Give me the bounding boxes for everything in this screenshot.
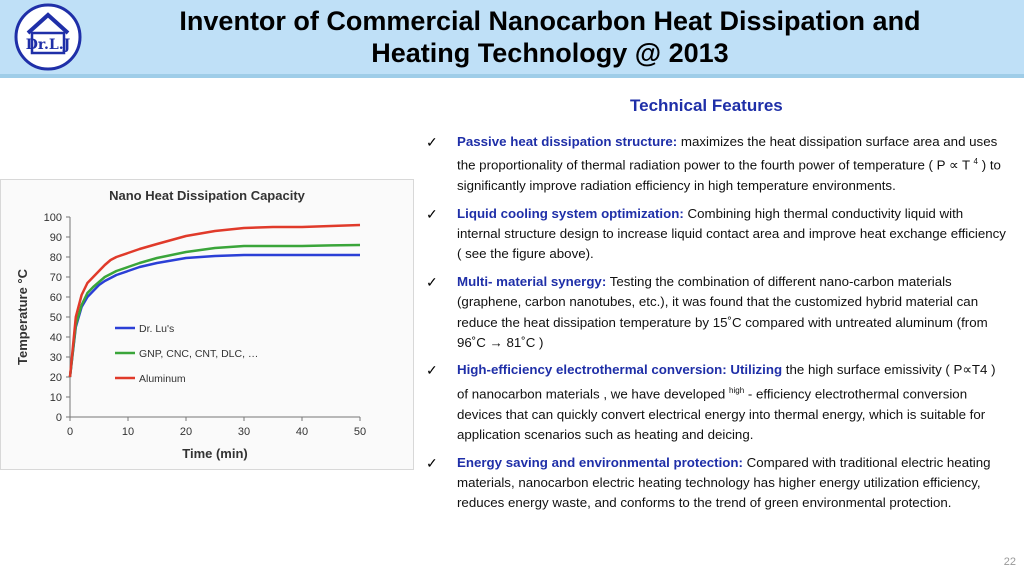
x-tick-label: 30 (238, 426, 250, 438)
features-title: Technical Features (630, 96, 783, 115)
feature-heading: Passive heat dissipation structure: (457, 134, 678, 149)
legend-label-2: Aluminum (139, 373, 186, 385)
series-line-1 (68, 243, 361, 378)
features-list: ✓ Passive heat dissipation structure: ma… (426, 132, 1006, 521)
feature-heading: Energy saving and environmental protecti… (457, 454, 743, 470)
header-bar (0, 0, 1024, 74)
x-tick-label: 0 (67, 426, 73, 438)
legend-label-0: Dr. Lu's (139, 323, 174, 335)
title-line-2: Heating Technology @ 2013 (371, 38, 729, 68)
y-tick-label: 60 (50, 292, 62, 304)
feature-text-tail: ) to significantly improve radiation eff… (457, 157, 1001, 194)
feature-text-tail: - efficiency electrothermal conversion d… (457, 386, 986, 443)
feature-heading: Multi- material synergy: (457, 273, 607, 289)
y-axis-label: Temperature °C (15, 268, 30, 365)
checkmark-icon: ✓ (426, 362, 438, 379)
y-tick-label: 30 (50, 352, 62, 364)
x-tick-label: 20 (180, 426, 192, 438)
y-tick-label: 80 (50, 252, 62, 264)
company-logo: Dr.L.J (14, 3, 82, 71)
x-tick-label: 40 (296, 426, 308, 438)
x-axis-label: Time (min) (182, 446, 248, 461)
feature-text: the high surface emissivity ( P∝T4 ) of … (457, 362, 996, 402)
series-line-2 (68, 223, 361, 378)
list-item: ✓ Liquid cooling system optimization: Co… (426, 204, 1006, 265)
list-item: ✓ Multi- material synergy: Testing the c… (426, 272, 1006, 354)
page-title: Inventor of Commercial Nanocarbon Heat D… (100, 5, 1000, 69)
y-tick-label: 20 (50, 372, 62, 384)
feature-text: Compared with traditional electric heati… (457, 454, 991, 511)
title-line-1: Inventor of Commercial Nanocarbon Heat D… (179, 6, 921, 36)
y-tick-label: 90 (50, 232, 62, 244)
feature-superscript: 4 (973, 157, 978, 167)
page-number: 22 (1003, 556, 1016, 568)
list-item: ✓ Energy saving and environmental protec… (426, 453, 1006, 514)
checkmark-icon: ✓ (426, 205, 438, 222)
checkmark-icon: ✓ (426, 454, 438, 471)
heat-dissipation-chart: Nano Heat Dissipation Capacity 0 10 20 30 40 5… (0, 179, 414, 470)
x-tick-label: 10 (122, 426, 134, 438)
y-tick-label: 40 (50, 332, 62, 344)
y-tick-label: 50 (50, 312, 62, 324)
x-tick-label: 50 (354, 426, 366, 438)
header-divider (0, 74, 1024, 78)
feature-text: Combining high thermal conductivity liqu… (457, 205, 1006, 262)
list-item: ✓ Passive heat dissipation structure: ma… (426, 132, 1006, 197)
y-tick-label: 100 (44, 212, 62, 224)
feature-text: maximizes the heat dissipation surface a… (457, 134, 998, 173)
feature-heading: Liquid cooling system optimization: (457, 205, 684, 221)
legend-label-1: GNP, CNC, CNT, DLC, … (139, 348, 258, 360)
chart-title: Nano Heat Dissipation Capacity (109, 188, 306, 203)
svg-text:Dr.L.J: Dr.L.J (26, 37, 71, 53)
feature-superscript: high (729, 385, 745, 395)
checkmark-icon: ✓ (426, 134, 438, 150)
y-tick-label: 70 (50, 272, 62, 284)
series-line-0 (68, 253, 360, 378)
feature-heading: High-efficiency electrothermal conversio… (457, 362, 783, 378)
checkmark-icon: ✓ (426, 273, 438, 290)
y-tick-label: 10 (50, 392, 62, 404)
list-item: ✓ High-efficiency electrothermal convers… (426, 360, 1006, 445)
feature-text: Testing the combination of different nan… (457, 273, 988, 351)
y-tick-label: 0 (56, 412, 62, 424)
